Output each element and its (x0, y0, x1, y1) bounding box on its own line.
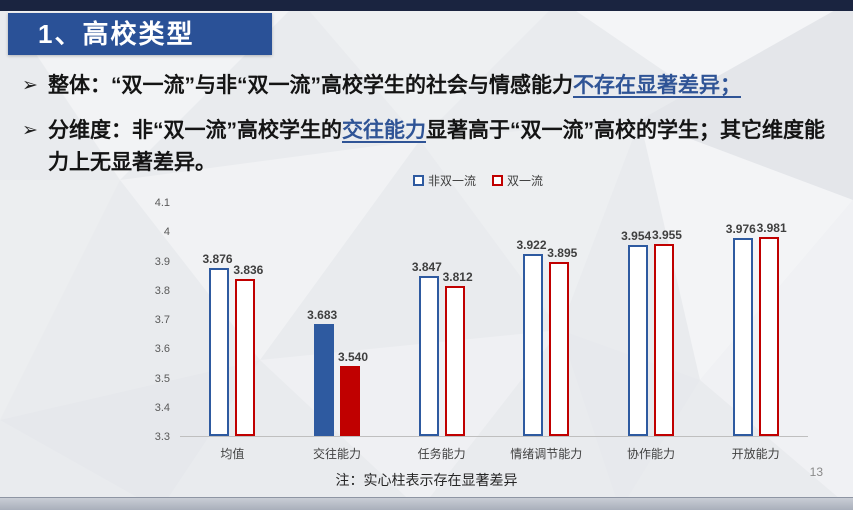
legend-swatch-icon (492, 175, 503, 186)
bar-value-label: 3.922 (516, 238, 547, 253)
x-axis-category-label: 任务能力 (417, 447, 466, 461)
chart-plot-area: 3.876 3.836 均值 3.683 3.540 交往能力 3.847 3.812 任务能力… (180, 203, 808, 462)
x-axis-category-label: 均值 (220, 447, 245, 461)
x-axis-category-label: 情绪调节能力 (510, 447, 583, 461)
bar-value-label: 3.876 (202, 251, 233, 266)
bar-group: 3.922 3.895 情绪调节能力 (510, 203, 582, 461)
chart-legend: 非双一流 双一流 (142, 172, 814, 189)
bullet-segment: 交往能力 (342, 119, 426, 142)
y-axis-tick-label: 3.5 (154, 372, 170, 385)
y-axis-tick-label: 3.9 (154, 255, 170, 268)
bar-chart: 非双一流 双一流 4.1 4 3.9 3.8 3.7 3.6 3.5 3.4 3.3 3.876 3… (142, 170, 814, 470)
bar-value-label: 3.836 (233, 263, 264, 278)
bullet-segment: 不存在显著差异； (573, 74, 741, 97)
bar-value-label: 3.683 (307, 308, 338, 322)
bar-value-label: 3.976 (725, 222, 756, 237)
bar-group: 3.847 3.812 任务能力 (412, 203, 473, 461)
top-accent-bar (0, 0, 853, 11)
y-axis-tick-label: 4 (163, 226, 170, 239)
legend-swatch-icon (412, 175, 424, 186)
y-axis-tick-label: 3.7 (154, 314, 170, 326)
slide-title-box: 1、高校类型 (8, 13, 272, 55)
bar-nonshuangyiliu: 3.954 (621, 229, 651, 436)
page-number: 13 (809, 465, 823, 479)
x-axis-category-label: 协作能力 (626, 447, 675, 461)
legend-item: 非双一流 (412, 172, 476, 189)
bar-value-label: 3.981 (756, 220, 787, 235)
x-axis-category-label: 交往能力 (312, 447, 361, 461)
bottom-border-bar (0, 497, 853, 510)
bar-group: 3.954 3.955 协作能力 (621, 203, 682, 461)
bar-nonshuangyiliu: 3.922 (516, 238, 547, 436)
y-axis-tick-label: 4.1 (154, 197, 170, 209)
bar-group: 3.976 3.981 开放能力 (726, 203, 787, 461)
bar-value-label: 3.540 (337, 349, 369, 364)
bar-value-label: 3.895 (547, 246, 578, 260)
legend-label: 非双一流 (427, 174, 476, 188)
bar-nonshuangyiliu: 3.876 (203, 252, 233, 436)
chart-y-axis: 4.1 4 3.9 3.8 3.7 3.6 3.5 3.4 3.3 (142, 197, 172, 443)
bar-shuangyiliu: 3.540 (338, 350, 368, 436)
bar-value-label: 3.812 (442, 270, 473, 285)
legend-item: 双一流 (492, 172, 543, 189)
bar-nonshuangyiliu: 3.847 (412, 260, 442, 436)
bar-group: 3.683 3.540 交往能力 (307, 203, 368, 461)
chart-footnote: 注：实心柱表示存在显著差异 (335, 472, 518, 488)
y-axis-tick-label: 3.6 (154, 343, 170, 356)
bullet-arrow-icon: ➢ (22, 120, 38, 141)
bullet-item: ➢ 分维度：非“双一流”高校学生的交往能力显著高于“双一流”高校的学生；其它维度能… (22, 115, 840, 179)
bar-shuangyiliu: 3.981 (757, 221, 787, 436)
y-axis-tick-label: 3.4 (154, 401, 170, 414)
x-axis-category-label: 开放能力 (731, 447, 780, 461)
bar-shuangyiliu: 3.895 (547, 246, 577, 436)
bar-shuangyiliu: 3.955 (652, 228, 682, 436)
bar-nonshuangyiliu: 3.683 (307, 308, 337, 436)
y-axis-tick-label: 3.8 (154, 284, 170, 297)
bullet-list: ➢ 整体：“双一流”与非“双一流”高校学生的社会与情感能力不存在显著差异； ➢ 分维度… (22, 70, 840, 192)
bullet-text: 整体：“双一流”与非“双一流”高校学生的社会与情感能力不存在显著差异； (48, 70, 840, 102)
bar-value-label: 3.954 (621, 228, 652, 243)
page-title: 1、高校类型 (38, 19, 195, 49)
bar-value-label: 3.955 (651, 228, 682, 243)
bullet-arrow-icon: ➢ (22, 75, 38, 96)
bar-value-label: 3.847 (411, 260, 442, 274)
bullet-segment: 显著高于“双一流”高校的学生；其它维度能力上无显著差异。 (48, 119, 825, 174)
bullet-segment: 分维度：非“双一流”高校学生的 (48, 119, 342, 142)
y-axis-tick-label: 3.3 (154, 431, 170, 443)
bullet-text: 分维度：非“双一流”高校学生的交往能力显著高于“双一流”高校的学生；其它维度能力… (48, 115, 840, 179)
bullet-item: ➢ 整体：“双一流”与非“双一流”高校学生的社会与情感能力不存在显著差异； (22, 70, 840, 102)
bar-nonshuangyiliu: 3.976 (726, 222, 756, 436)
bar-shuangyiliu: 3.836 (233, 263, 263, 436)
bullet-segment: 整体：“双一流”与非“双一流”高校学生的社会与情感能力 (48, 74, 573, 97)
bar-group: 3.876 3.836 均值 (203, 203, 264, 462)
legend-label: 双一流 (507, 174, 544, 188)
bar-shuangyiliu: 3.812 (443, 270, 473, 436)
